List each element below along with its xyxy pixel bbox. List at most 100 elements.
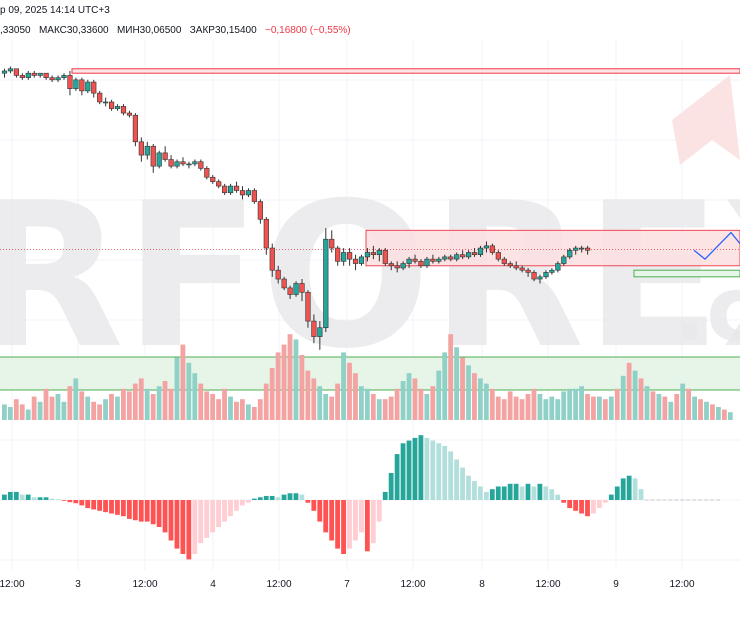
volume-bar [608, 396, 614, 420]
histogram-bar [537, 483, 543, 500]
candle-body [97, 92, 103, 103]
volume-bar [579, 386, 584, 420]
histogram-bar [180, 500, 186, 554]
volume-bar [67, 386, 73, 420]
candle-body [37, 72, 43, 76]
volume-bar [710, 404, 715, 420]
histogram-bar [424, 437, 430, 500]
volume-bar [531, 388, 537, 420]
volume-bar [228, 396, 233, 420]
histogram-bar [347, 500, 352, 549]
histogram-bar [25, 494, 31, 500]
volume-bar [454, 347, 459, 420]
histogram-bar [359, 500, 364, 533]
histogram-bar [561, 500, 567, 503]
candle-body [352, 258, 359, 264]
histogram-bar [299, 494, 305, 500]
candle-body [555, 263, 561, 271]
volume-bar [692, 396, 697, 420]
histogram-bar [632, 478, 638, 500]
histogram-bar [234, 500, 239, 511]
candle-body [150, 145, 156, 167]
volume-bar [507, 391, 513, 420]
candle-body [275, 269, 281, 280]
volume-bar [317, 386, 323, 420]
histogram-bar [525, 483, 531, 500]
histogram-bar [115, 500, 120, 515]
volume-bar [31, 396, 37, 420]
volume-bar [97, 404, 102, 420]
candle-body [91, 81, 97, 94]
candle-body [192, 161, 198, 165]
volume-bar [287, 334, 293, 420]
ohlc-low: МИН30,06500 [116, 25, 182, 36]
volume-bar [698, 399, 703, 420]
candle-body [436, 258, 442, 262]
volume-bar [412, 378, 418, 420]
histogram-bar [454, 459, 459, 500]
time-axis-label: 12:00 [400, 579, 425, 590]
histogram-bar [507, 483, 513, 500]
volume-bar [305, 370, 311, 420]
ohlc-change: −0,16800 (−0,55%) [265, 25, 351, 36]
volume-bar [49, 396, 55, 420]
histogram-bar [204, 500, 210, 538]
volume-bar [376, 399, 382, 420]
candle-body [489, 245, 496, 253]
volume-bar [489, 388, 495, 420]
volume-bar [364, 388, 370, 420]
histogram-bar [519, 486, 525, 500]
histogram-bar [228, 500, 233, 517]
volume-bar [602, 399, 608, 420]
candle-body [335, 247, 341, 262]
candle-body [567, 249, 573, 258]
histogram-bar [245, 500, 251, 503]
volume-bar [180, 344, 186, 420]
volume-bar [281, 344, 287, 420]
histogram-bar [394, 454, 400, 500]
histogram-bar [531, 486, 537, 500]
candle-body [317, 327, 323, 337]
candle-body [174, 161, 180, 167]
time-axis-label: 9 [613, 579, 619, 590]
histogram-bar [240, 500, 245, 506]
candle-body [471, 252, 478, 255]
histogram-bar [150, 500, 156, 525]
volume-bar [460, 357, 465, 420]
volume-bar [721, 409, 727, 420]
volume-bar [525, 394, 531, 420]
volume-bar [430, 386, 436, 420]
histogram-bar [186, 500, 192, 560]
histogram-bar [103, 500, 108, 513]
candle-body [233, 185, 240, 191]
volume-bar [650, 391, 656, 420]
volume-bar [519, 399, 525, 420]
histogram-bar [436, 443, 442, 500]
candle-body [424, 258, 430, 267]
histogram-bar [323, 500, 329, 533]
candle-body [382, 249, 388, 264]
candle-body [584, 247, 591, 251]
histogram-bar [341, 500, 346, 554]
candle-body [162, 152, 168, 160]
volume-bar [656, 394, 662, 420]
time-axis-label: 12:00 [132, 579, 157, 590]
volume-bar [79, 391, 85, 420]
histogram-bar [13, 491, 19, 500]
volume-bar [585, 394, 590, 420]
volume-bar [501, 399, 507, 420]
ohlc-high: МАКС30,33600 [38, 25, 109, 36]
candle-body [43, 72, 49, 78]
histogram-bar [269, 495, 275, 500]
candle-body [269, 247, 275, 271]
histogram-bar [353, 500, 358, 541]
volume-bar [727, 412, 733, 420]
histogram-bar [495, 486, 501, 500]
histogram-bar [132, 500, 138, 521]
histogram-bar [174, 500, 180, 549]
histogram-bar [608, 494, 614, 500]
candle-body [507, 263, 513, 267]
candle-body [49, 77, 55, 81]
volume-zone-fill [0, 357, 740, 390]
